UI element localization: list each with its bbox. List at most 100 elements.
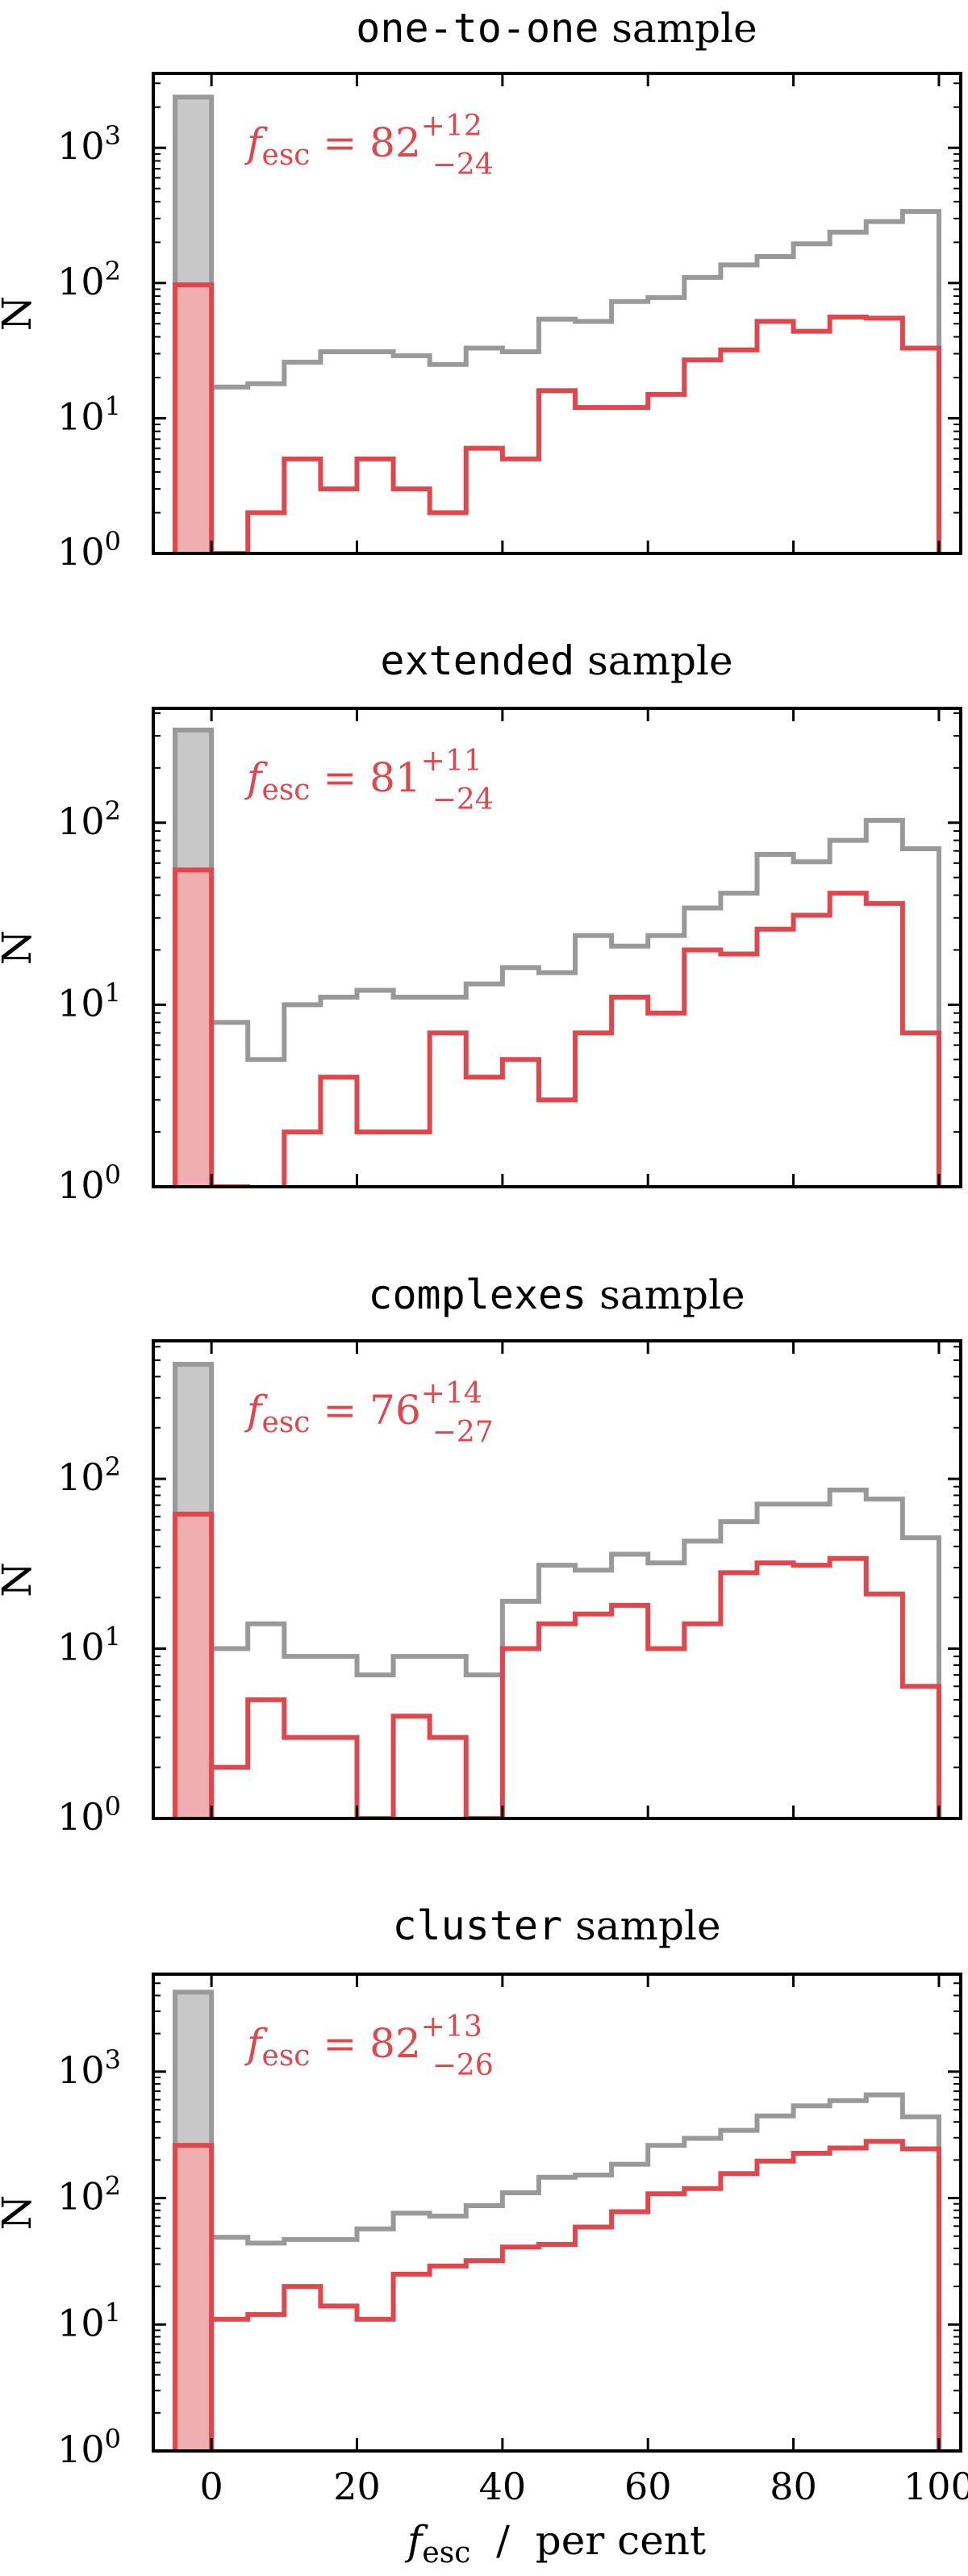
y-tick-label: 101 <box>57 390 121 438</box>
y-tick-label: 102 <box>57 1451 121 1499</box>
y-tick-exponent: 0 <box>105 2424 121 2454</box>
fesc-value: 76 <box>369 1387 421 1434</box>
y-tick-label: 100 <box>57 1791 121 1839</box>
fesc-annotation: fesc = 82+13 −26 <box>244 2010 494 2082</box>
y-tick-exponent: 1 <box>105 977 121 1008</box>
red-histogram-step <box>209 315 941 553</box>
x-tick-label: 40 <box>479 2465 527 2508</box>
red-histogram-step <box>209 1555 941 1818</box>
fesc-subscript: esc <box>262 1406 311 1439</box>
y-tick-exponent: 1 <box>105 1622 121 1652</box>
y-tick-base: 10 <box>57 2048 105 2092</box>
gray-histogram-step <box>209 2092 941 2451</box>
panel-2: extended sample100101102Nfesc = 81+11−24 <box>0 637 962 1207</box>
y-tick-exponent: 3 <box>105 120 121 151</box>
y-tick-base: 10 <box>57 530 105 574</box>
x-tick-label: 80 <box>770 2465 817 2508</box>
y-tick-base: 10 <box>57 1455 105 1499</box>
y-tick-label: 103 <box>57 120 121 168</box>
title-mono: extended <box>380 637 574 684</box>
panel-1: one-to-one sample100101102103Nfesc = 82+… <box>0 5 962 574</box>
x-tick-label: 20 <box>333 2465 381 2508</box>
gray-histogram-step <box>209 209 941 553</box>
x-label-unit: / per cent <box>470 2517 706 2564</box>
fesc-lower-error: −27 <box>432 1416 494 1449</box>
gray-histogram-step <box>209 817 941 1187</box>
y-tick-label: 102 <box>57 2171 121 2219</box>
y-tick-label: 101 <box>57 1622 121 1669</box>
x-axis-label: fesc / per cent <box>404 2517 706 2570</box>
plot-area <box>173 1989 941 2451</box>
y-tick-exponent: 3 <box>105 2044 121 2075</box>
y-tick-label: 102 <box>57 795 121 843</box>
y-tick-exponent: 2 <box>105 1451 121 1482</box>
x-label-subscript: esc <box>422 2536 470 2570</box>
y-tick-base: 10 <box>57 395 105 438</box>
panel-3: complexes sample100101102Nfesc = 76+14−2… <box>0 1271 962 1839</box>
y-tick-exponent: 0 <box>105 1791 121 1822</box>
y-tick-exponent: 2 <box>105 795 121 826</box>
panel-title: one-to-one sample <box>356 5 757 52</box>
y-tick-exponent: 0 <box>105 526 121 557</box>
fesc-equals: = <box>310 2020 369 2067</box>
panel-4: cluster sample100101102103Nfesc = 82+13−… <box>0 1902 968 2570</box>
y-tick-label: 101 <box>57 977 121 1025</box>
red-histogram-step <box>209 2139 941 2451</box>
y-tick-base: 10 <box>57 800 105 843</box>
y-tick-base: 10 <box>57 1163 105 1207</box>
y-tick-base: 10 <box>57 2428 105 2471</box>
y-axis-label: N <box>0 2195 40 2231</box>
fesc-annotation: fesc = 76+14 −27 <box>244 1377 494 1449</box>
fesc-subscript: esc <box>262 2040 311 2073</box>
axes-frame <box>152 1339 962 1820</box>
plot-area <box>173 1362 941 1818</box>
y-tick-base: 10 <box>57 1626 105 1669</box>
y-axis-label: N <box>0 296 40 332</box>
panel-title: extended sample <box>380 637 732 684</box>
y-tick-base: 10 <box>57 2301 105 2344</box>
fesc-lower-error: −26 <box>432 2049 494 2082</box>
fesc-upper-error: +12 <box>421 110 482 143</box>
y-tick-exponent: 1 <box>105 390 121 421</box>
fesc-equals: = <box>310 119 369 166</box>
y-tick-base: 10 <box>57 124 105 168</box>
x-tick-label: 60 <box>624 2465 672 2508</box>
y-axis-label: N <box>0 930 40 966</box>
fesc-upper-error: +13 <box>421 2010 482 2044</box>
plot-area <box>173 727 941 1187</box>
fesc-value: 82 <box>369 2020 421 2067</box>
gray-histogram-step <box>209 1487 941 1818</box>
fesc-annotation: fesc = 82+12 −24 <box>244 110 494 182</box>
x-tick-label: 100 <box>903 2465 968 2508</box>
fesc-upper-error: +11 <box>421 745 482 778</box>
panel-title: cluster sample <box>392 1902 720 1949</box>
y-tick-label: 100 <box>57 2424 121 2471</box>
fesc-annotation: fesc = 81+11 −24 <box>244 745 494 816</box>
panel-title: complexes sample <box>368 1271 745 1318</box>
axes-frame <box>152 1973 962 2453</box>
y-tick-exponent: 0 <box>105 1159 121 1190</box>
fesc-equals: = <box>310 754 369 801</box>
title-mono: complexes <box>368 1271 586 1318</box>
y-axis-label: N <box>0 1562 40 1597</box>
y-tick-exponent: 2 <box>105 2171 121 2202</box>
y-tick-label: 100 <box>57 526 121 574</box>
x-tick-label: 0 <box>200 2465 223 2508</box>
y-tick-base: 10 <box>57 2175 105 2219</box>
y-tick-label: 103 <box>57 2044 121 2092</box>
y-tick-exponent: 1 <box>105 2297 121 2328</box>
title-mono: cluster <box>392 1902 562 1949</box>
fesc-lower-error: −24 <box>432 783 494 816</box>
red-histogram-undetermined-bar <box>173 867 215 1187</box>
fesc-subscript: esc <box>262 774 311 807</box>
axes-frame <box>152 707 962 1188</box>
fesc-equals: = <box>310 1387 369 1434</box>
y-tick-exponent: 2 <box>105 256 121 286</box>
title-mono: one-to-one <box>356 5 599 52</box>
fesc-lower-error: −24 <box>432 148 494 182</box>
fesc-upper-error: +14 <box>421 1377 482 1410</box>
red-histogram-undetermined-bar <box>173 2143 215 2451</box>
y-tick-base: 10 <box>57 260 105 303</box>
title-rest: sample <box>574 637 732 684</box>
